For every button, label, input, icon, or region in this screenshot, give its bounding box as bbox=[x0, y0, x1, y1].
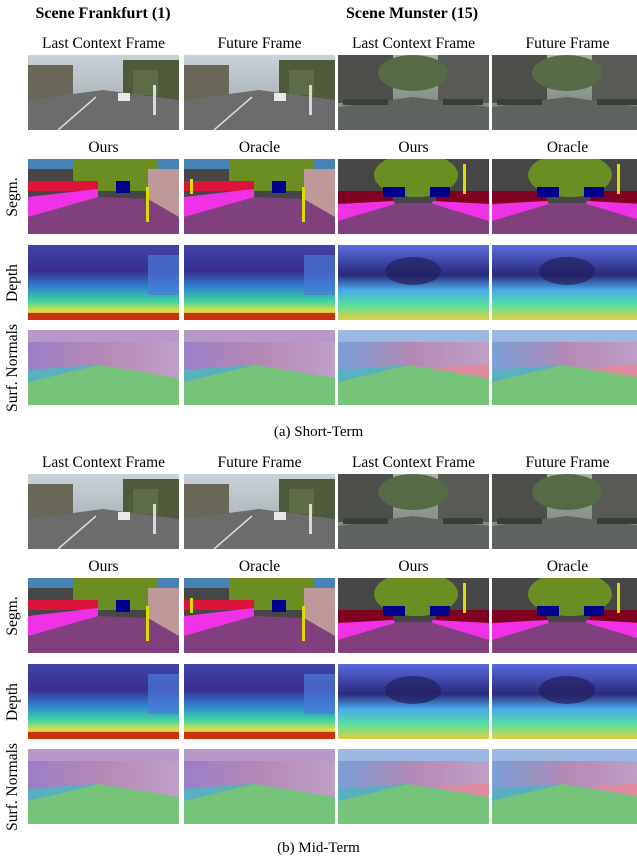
method-label: Ours bbox=[88, 139, 119, 156]
depth-ours-image bbox=[338, 664, 489, 739]
surface-normals-ours-image bbox=[338, 330, 489, 405]
surface-normals-ours-image bbox=[28, 749, 179, 824]
segmentation-ours-image bbox=[28, 578, 179, 653]
row-label-segm: Segm. bbox=[4, 176, 21, 217]
surface-normals-oracle-image bbox=[184, 330, 335, 405]
surface-normals-ours-image bbox=[338, 749, 489, 824]
last-context-frame-image bbox=[338, 55, 489, 130]
depth-ours-image bbox=[338, 245, 489, 320]
method-label: Oracle bbox=[238, 558, 281, 575]
depth-oracle-image bbox=[492, 664, 637, 739]
future-frame-image bbox=[184, 55, 335, 130]
surface-normals-oracle-image bbox=[492, 330, 637, 405]
future-frame-image bbox=[492, 474, 637, 549]
scene-header-munster: Scene Munster (15) bbox=[345, 5, 479, 22]
segmentation-oracle-image bbox=[492, 578, 637, 653]
future-frame-image bbox=[492, 55, 637, 130]
segmentation-ours-image bbox=[338, 578, 489, 653]
depth-oracle-image bbox=[184, 245, 335, 320]
method-label: Ours bbox=[398, 139, 429, 156]
row-label-normals: Surf. Normals bbox=[4, 323, 21, 412]
frame-label: Future Frame bbox=[525, 35, 610, 52]
row-label-segm: Segm. bbox=[4, 595, 21, 636]
method-label: Ours bbox=[88, 558, 119, 575]
frame-label: Last Context Frame bbox=[41, 454, 166, 471]
section-caption-short-term: (a) Short-Term bbox=[273, 424, 364, 440]
row-label-normals: Surf. Normals bbox=[4, 742, 21, 831]
future-frame-image bbox=[184, 474, 335, 549]
row-label-depth: Depth bbox=[4, 263, 21, 302]
surface-normals-oracle-image bbox=[184, 749, 335, 824]
row-label-depth: Depth bbox=[4, 682, 21, 721]
segmentation-ours-image bbox=[338, 159, 489, 234]
depth-oracle-image bbox=[184, 664, 335, 739]
frame-label: Future Frame bbox=[525, 454, 610, 471]
section-caption-mid-term: (b) Mid-Term bbox=[277, 840, 360, 856]
last-context-frame-image bbox=[338, 474, 489, 549]
frame-label: Future Frame bbox=[217, 35, 302, 52]
last-context-frame-image bbox=[28, 474, 179, 549]
method-label: Oracle bbox=[546, 558, 589, 575]
last-context-frame-image bbox=[28, 55, 179, 130]
method-label: Oracle bbox=[546, 139, 589, 156]
segmentation-oracle-image bbox=[492, 159, 637, 234]
surface-normals-ours-image bbox=[28, 330, 179, 405]
segmentation-ours-image bbox=[28, 159, 179, 234]
method-label: Ours bbox=[398, 558, 429, 575]
frame-label: Future Frame bbox=[217, 454, 302, 471]
depth-ours-image bbox=[28, 245, 179, 320]
depth-ours-image bbox=[28, 664, 179, 739]
frame-label: Last Context Frame bbox=[351, 35, 476, 52]
method-label: Oracle bbox=[238, 139, 281, 156]
segmentation-oracle-image bbox=[184, 159, 335, 234]
segmentation-oracle-image bbox=[184, 578, 335, 653]
frame-label: Last Context Frame bbox=[351, 454, 476, 471]
surface-normals-oracle-image bbox=[492, 749, 637, 824]
depth-oracle-image bbox=[492, 245, 637, 320]
frame-label: Last Context Frame bbox=[41, 35, 166, 52]
scene-header-frankfurt: Scene Frankfurt (1) bbox=[35, 5, 171, 22]
